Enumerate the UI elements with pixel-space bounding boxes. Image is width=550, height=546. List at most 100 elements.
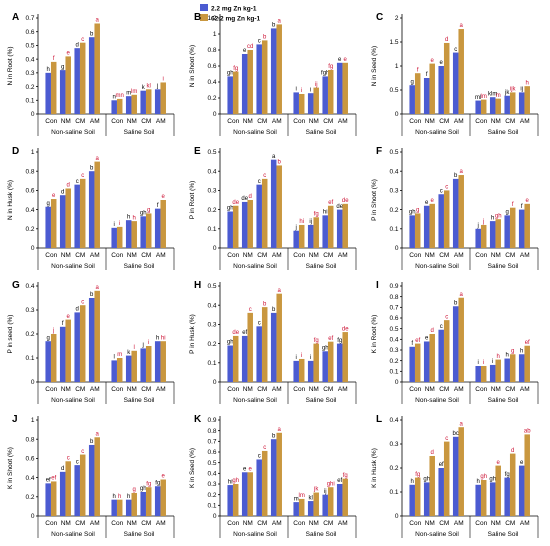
category-label: CM (505, 118, 515, 125)
bar (423, 205, 430, 248)
category-label: CM (75, 118, 85, 125)
significance-letter: e (243, 48, 247, 54)
bar (74, 312, 80, 382)
category-label: NM (491, 520, 501, 527)
significance-letter: h (526, 80, 529, 86)
significance-letter: hi (299, 219, 304, 225)
significance-letter: fg (314, 338, 319, 344)
significance-letter: fg (233, 66, 238, 72)
y-tick-label: 0 (31, 379, 35, 386)
category-label: CM (257, 118, 267, 125)
panel-label: J (12, 414, 18, 425)
significance-letter: g (47, 201, 50, 207)
bar (452, 306, 459, 382)
category-label: NM (491, 118, 501, 125)
y-tick-label: 0.3 (25, 307, 34, 314)
bar (261, 307, 268, 382)
significance-letter: fg (415, 472, 420, 478)
category-label: Con (409, 520, 421, 527)
bar (298, 358, 305, 382)
bar (160, 341, 166, 382)
significance-letter: d (76, 42, 79, 48)
y-tick-label: 0.1 (25, 97, 34, 104)
category-label: Con (475, 252, 487, 259)
significance-letter: i (114, 222, 115, 228)
significance-letter: d (431, 328, 434, 334)
bar (414, 343, 421, 382)
significance-letter: a (460, 292, 464, 298)
significance-letter: i (296, 355, 297, 361)
y-tick-label: 0.6 (207, 449, 216, 456)
y-tick-label: 0.2 (207, 341, 216, 348)
bar (227, 211, 233, 248)
group-label: Non-saline Soil (233, 129, 277, 136)
significance-letter: j (295, 225, 297, 231)
significance-letter: a (278, 427, 282, 433)
bar (125, 220, 132, 248)
category-label: AM (454, 386, 464, 393)
bar (342, 332, 348, 382)
y-tick-label: 0.2 (25, 226, 34, 233)
significance-letter: lm (481, 94, 487, 100)
bar (480, 366, 487, 382)
group-label: Non-saline Soil (51, 263, 95, 270)
significance-letter: h (520, 348, 523, 354)
bar (307, 501, 314, 516)
significance-letter: kl (309, 495, 313, 501)
significance-letter: e (431, 198, 435, 204)
y-tick-label: 0.4 (389, 337, 398, 344)
category-label: Con (227, 252, 239, 259)
significance-letter: b (90, 439, 94, 445)
panel-label: L (376, 414, 382, 425)
bar (443, 320, 450, 382)
significance-letter: klm (488, 91, 497, 97)
significance-letter: b (90, 165, 94, 171)
category-label: AM (520, 520, 530, 527)
bar (160, 82, 166, 114)
significance-letter: c (258, 39, 261, 45)
bar (423, 78, 430, 114)
bar (313, 492, 319, 516)
significance-letter: ef (328, 336, 333, 342)
y-tick-label: 0.4 (25, 207, 34, 214)
category-label: AM (520, 252, 530, 259)
bar (509, 92, 516, 114)
y-tick-label: 0.7 (207, 439, 216, 446)
y-tick-label: 0.3 (389, 441, 398, 448)
significance-letter: e (67, 51, 71, 57)
bar (45, 206, 51, 248)
panel-label: G (12, 280, 20, 291)
bar (270, 28, 277, 114)
significance-letter: m (126, 90, 131, 96)
bar (293, 502, 299, 516)
bar (232, 71, 239, 114)
bar (489, 221, 496, 248)
category-label: NM (425, 252, 435, 259)
bar (443, 441, 450, 516)
y-tick-label: 0.3 (207, 322, 216, 329)
y-tick-label: 0.4 (25, 283, 34, 290)
bar (489, 482, 496, 516)
bar (298, 224, 305, 248)
significance-letter: h (411, 479, 414, 485)
bar (322, 494, 328, 516)
group-label: Non-saline Soil (233, 263, 277, 270)
significance-letter: b (272, 307, 276, 313)
bar (111, 100, 117, 114)
significance-letter: b (272, 433, 276, 439)
bar (495, 98, 501, 114)
bar (342, 478, 348, 516)
y-tick-label: 0.6 (389, 315, 398, 322)
bar (429, 203, 435, 248)
category-label: CM (323, 520, 333, 527)
bar (94, 290, 100, 382)
category-label: AM (90, 520, 100, 527)
bar (74, 184, 80, 248)
significance-letter: j (482, 219, 484, 225)
bar (247, 50, 253, 114)
significance-letter: b (454, 173, 458, 179)
category-label: NM (309, 252, 319, 259)
bar (241, 472, 248, 516)
bar (111, 499, 117, 516)
